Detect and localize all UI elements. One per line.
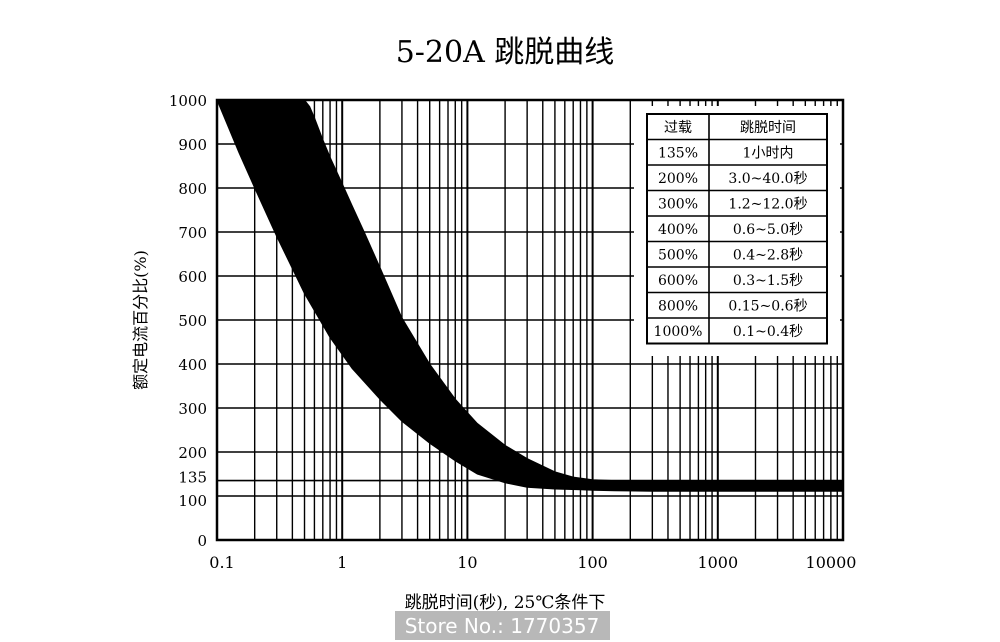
trip-band-area — [216, 99, 844, 492]
table-trip-time-cell: 1.2~12.0秒 — [728, 196, 807, 212]
x-tick-label: 100 — [577, 553, 608, 572]
table-header-cell: 过载 — [664, 120, 692, 136]
table-trip-time-cell: 0.6~5.0秒 — [733, 222, 803, 238]
table-overload-cell: 400% — [658, 222, 698, 238]
y-axis-label: 额定电流百分比(%) — [131, 250, 150, 390]
table-overload-cell: 135% — [658, 145, 698, 161]
table-overload-cell: 200% — [658, 171, 698, 187]
y-tick-label: 500 — [178, 312, 207, 330]
store-watermark: Store No.: 1770357 — [405, 614, 600, 638]
table-trip-time-cell: 0.15~0.6秒 — [728, 298, 807, 314]
table-trip-time-cell: 0.3~1.5秒 — [733, 273, 803, 289]
table-trip-time-cell: 0.1~0.4秒 — [733, 324, 803, 340]
y-tick-label: 200 — [178, 444, 207, 462]
y-tick-label: 135 — [178, 469, 207, 487]
table-header-cell: 跳脱时间 — [740, 120, 796, 136]
y-tick-label: 800 — [178, 180, 207, 198]
trip-band — [216, 99, 844, 492]
x-tick-label: 10000 — [806, 553, 857, 572]
x-tick-label: 1 — [337, 553, 347, 572]
table-trip-time-cell: 1小时内 — [743, 145, 794, 161]
table-border — [646, 113, 828, 345]
table-overload-cell: 300% — [658, 196, 698, 212]
overload-table: 过载 跳脱时间 135% 1小时内 200% 3.0~40.0秒 300% 1.2~12.0秒… — [634, 106, 840, 356]
y-tick-label: 400 — [178, 356, 207, 374]
table-overload-cell: 1000% — [654, 324, 703, 340]
y-tick-label: 100 — [178, 492, 207, 510]
y-tick-label: 900 — [178, 136, 207, 154]
y-tick-labels: 0 100 135 200 300 400 500 600 700 800 900 1000 — [169, 92, 207, 550]
plot-frame — [215, 98, 845, 542]
table-background — [634, 106, 840, 356]
y-tick-label: 0 — [197, 532, 207, 550]
x-tick-label: 10 — [457, 553, 477, 572]
y-tick-label: 600 — [178, 268, 207, 286]
table-overload-cell: 800% — [658, 298, 698, 314]
watermark-box — [395, 611, 610, 640]
y-tick-label: 1000 — [169, 92, 207, 110]
x-tick-labels: 0.1 1 10 100 1000 10000 — [209, 553, 856, 572]
table-overload-cell: 500% — [658, 247, 698, 263]
y-tick-label: 700 — [178, 224, 207, 242]
table-trip-time-cell: 3.0~40.0秒 — [728, 171, 807, 187]
x-axis-label: 跳脱时间(秒), 25℃条件下 — [405, 593, 606, 613]
chart-title: 5-20A 跳脱曲线 — [396, 35, 615, 70]
y-tick-label: 300 — [178, 400, 207, 418]
x-tick-label: 0.1 — [209, 553, 234, 572]
table-trip-time-cell: 0.4~2.8秒 — [733, 247, 803, 263]
table-overload-cell: 600% — [658, 273, 698, 289]
x-tick-label: 1000 — [697, 553, 738, 572]
